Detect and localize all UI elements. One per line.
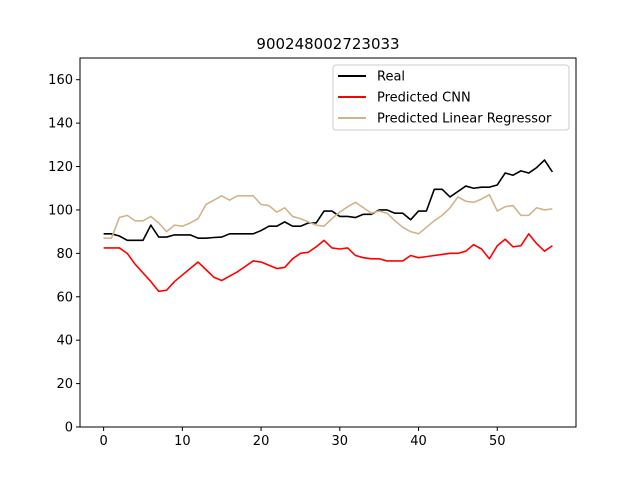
- legend-label: Predicted CNN: [377, 91, 471, 106]
- x-tick-label: 0: [99, 434, 107, 449]
- y-tick-label: 20: [56, 377, 73, 392]
- legend-label: Real: [377, 70, 405, 85]
- y-tick-label: 0: [65, 421, 73, 436]
- y-tick-label: 100: [48, 203, 73, 218]
- y-tick-label: 140: [48, 117, 73, 132]
- x-tick-label: 10: [174, 434, 191, 449]
- x-tick-label: 30: [332, 434, 349, 449]
- legend-box: [332, 64, 570, 131]
- x-tick-label: 20: [253, 434, 270, 449]
- y-tick-label: 160: [48, 73, 73, 88]
- y-tick-label: 80: [56, 247, 73, 262]
- legend-label: Predicted Linear Regressor: [377, 112, 552, 127]
- plot-frame: [79, 57, 577, 428]
- y-tick-label: 60: [56, 290, 73, 305]
- x-tick-label: 40: [410, 434, 427, 449]
- y-tick-label: 120: [48, 160, 73, 175]
- legend: Real Predicted CNN Predicted Linear Regres…: [332, 64, 570, 131]
- axis-layer: 0 10 20 30 40 50 0 20 40 60 80 100 120 140 160: [48, 73, 505, 449]
- x-tick-label: 50: [489, 434, 506, 449]
- series-line-1: [103, 159, 554, 242]
- series-layer: [103, 159, 554, 293]
- chart-title: 900248002723033: [256, 35, 399, 53]
- series-line-2: [103, 233, 553, 293]
- y-tick-label: 40: [56, 334, 73, 349]
- series-line-3: [103, 193, 553, 239]
